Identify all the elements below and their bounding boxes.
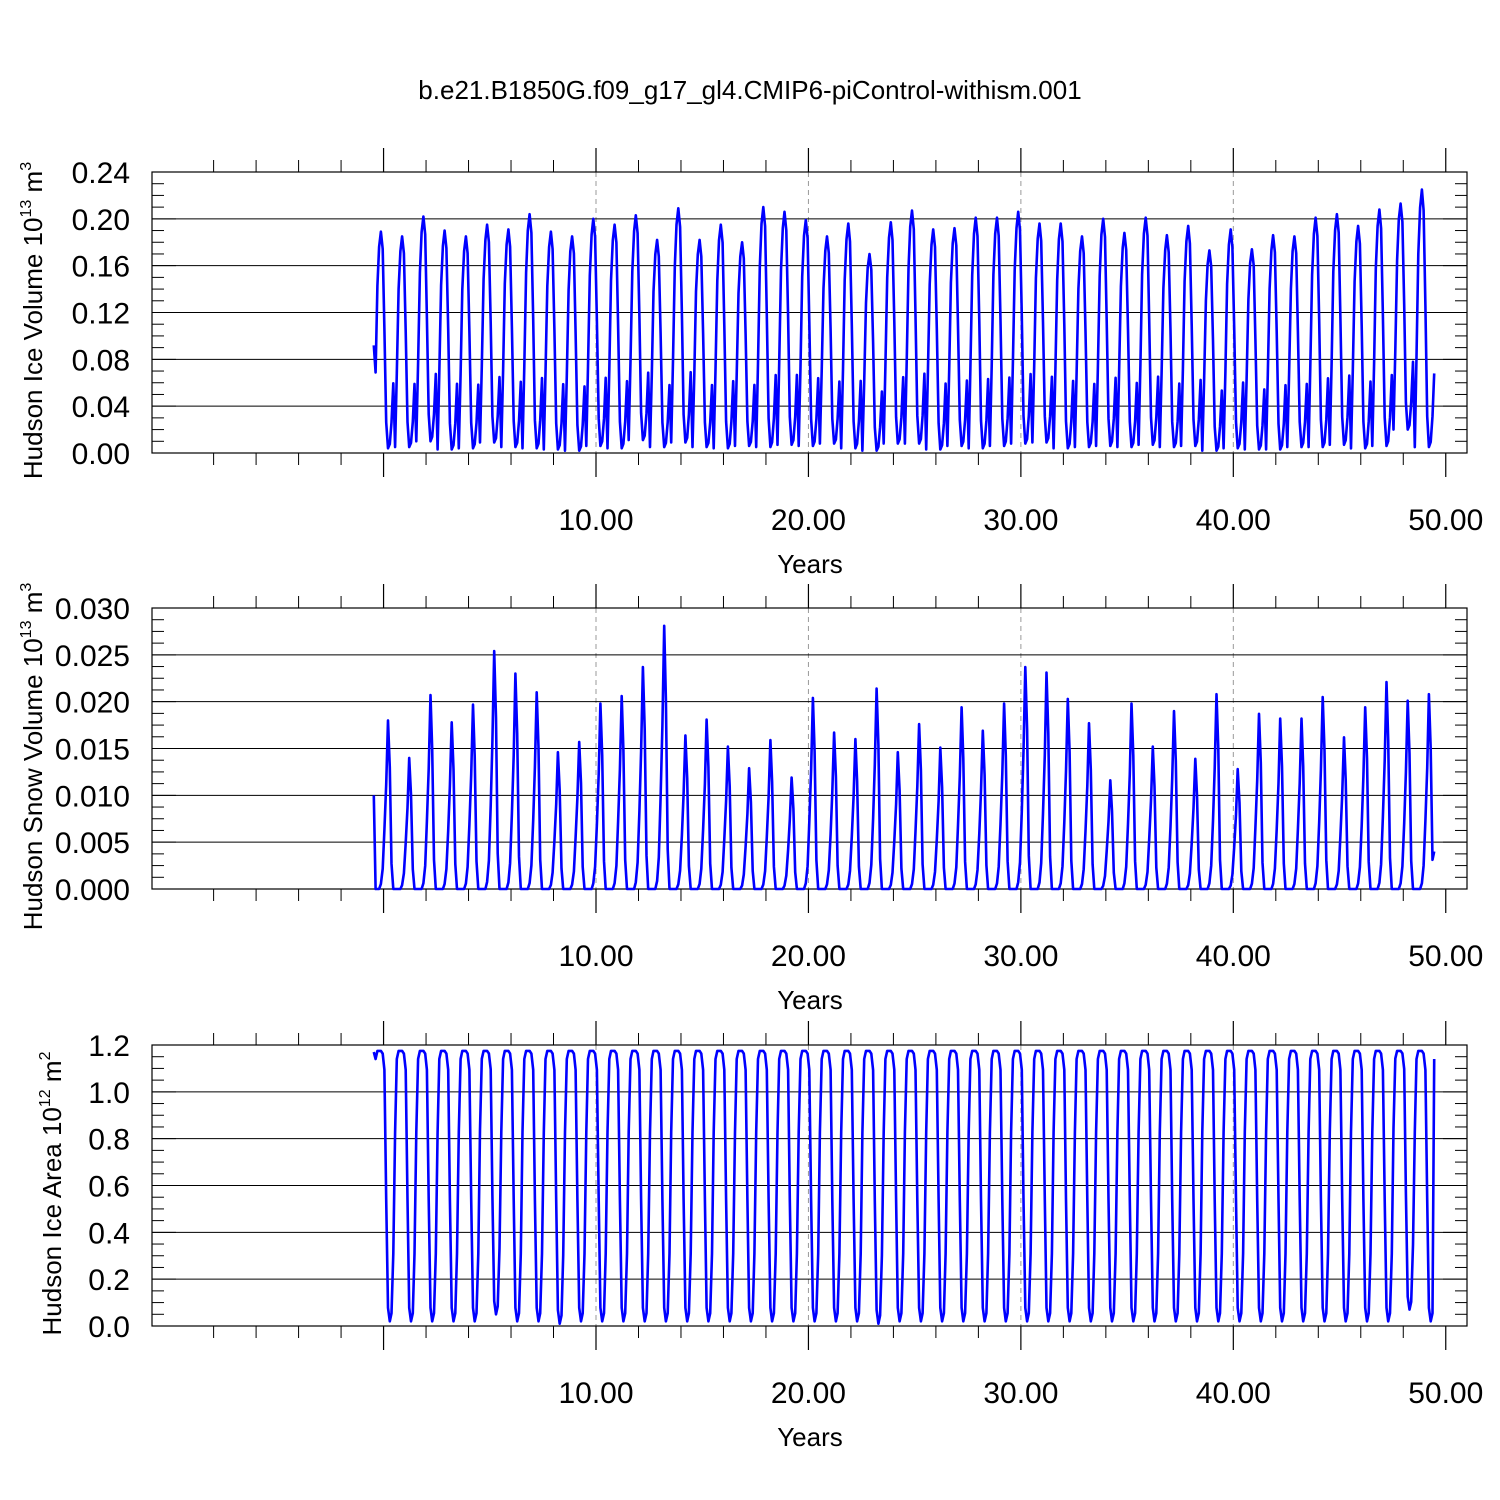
x-tick-label: 50.00 xyxy=(1408,1377,1483,1410)
x-tick-label: 10.00 xyxy=(558,940,633,973)
panel-ice-area: 0.0 0.2 0.4 0.6 0.8 1.0 1.2 10.00 20.00 30.00 40.0… xyxy=(37,1021,1483,1452)
y-axis-label-exponent: 13 xyxy=(18,620,35,638)
x-tick-label: 50.00 xyxy=(1408,940,1483,973)
y-axis-label-main: Hudson Snow Volume 10 xyxy=(18,638,48,930)
x-tick-label: 40.00 xyxy=(1196,504,1271,537)
series-line xyxy=(372,624,1436,891)
y-axis-label-exponent: 12 xyxy=(37,1089,54,1107)
y-tick-label: 0.8 xyxy=(88,1124,130,1157)
y-tick-label: 0.16 xyxy=(72,251,130,284)
y-axis-label-exponent: 13 xyxy=(18,200,35,218)
y-tick-label: 0.010 xyxy=(55,780,130,813)
y-tick-label: 0.030 xyxy=(55,593,130,626)
x-tick-label: 20.00 xyxy=(771,504,846,537)
series-line xyxy=(372,1049,1436,1325)
y-axis-label: Hudson Ice Area 1012 m2 xyxy=(37,1051,67,1335)
y-tick-label: 0.24 xyxy=(72,157,130,190)
x-tick-label: 10.00 xyxy=(558,504,633,537)
y-tick-label: 0.005 xyxy=(55,827,130,860)
y-axis-label-unit-exponent: 3 xyxy=(18,583,35,592)
y-tick-label: 0.020 xyxy=(55,687,130,720)
y-tick-label: 1.0 xyxy=(88,1077,130,1110)
y-tick-label: 0.015 xyxy=(55,734,130,767)
y-axis-label-unit-exponent: 3 xyxy=(18,162,35,171)
x-tick-label: 10.00 xyxy=(558,1377,633,1410)
y-axis-label-unit-exponent: 2 xyxy=(37,1051,54,1060)
x-tick-label: 30.00 xyxy=(983,504,1058,537)
x-tick-label: 30.00 xyxy=(983,1377,1058,1410)
y-tick-label: 0.2 xyxy=(88,1264,130,1297)
y-tick-label: 0.20 xyxy=(72,204,130,237)
panel-snow-volume: 0.000 0.005 0.010 0.015 0.020 0.025 0.030 10.00… xyxy=(18,583,1483,1015)
x-tick-label: 20.00 xyxy=(771,940,846,973)
y-axis-label-main: Hudson Ice Area 10 xyxy=(37,1107,67,1335)
y-tick-label: 0.12 xyxy=(72,298,130,331)
x-tick-label: 40.00 xyxy=(1196,940,1271,973)
y-axis-label-unit: m xyxy=(18,592,48,621)
y-axis-label-main: Hudson Ice Volume 10 xyxy=(18,217,48,479)
x-axis-label: Years xyxy=(777,549,843,579)
x-axis-label: Years xyxy=(777,985,843,1015)
x-tick-label: 50.00 xyxy=(1408,504,1483,537)
y-axis-label-unit: m xyxy=(37,1060,67,1089)
figure-title: b.e21.B1850G.f09_g17_gl4.CMIP6-piControl… xyxy=(418,75,1081,105)
x-tick-label: 20.00 xyxy=(771,1377,846,1410)
series-line xyxy=(372,188,1436,452)
y-tick-label: 0.0 xyxy=(88,1311,130,1344)
y-axis-label: Hudson Ice Volume 1013 m3 xyxy=(18,162,48,479)
y-tick-label: 0.4 xyxy=(88,1217,130,1250)
y-tick-label: 0.000 xyxy=(55,874,130,907)
y-tick-label: 0.00 xyxy=(72,438,130,471)
x-tick-label: 40.00 xyxy=(1196,1377,1271,1410)
y-tick-label: 0.08 xyxy=(72,344,130,377)
y-tick-label: 1.2 xyxy=(88,1030,130,1063)
y-tick-label: 0.6 xyxy=(88,1171,130,1204)
y-axis-label: Hudson Snow Volume 1013 m3 xyxy=(18,583,48,931)
y-tick-label: 0.04 xyxy=(72,391,130,424)
y-tick-label: 0.025 xyxy=(55,640,130,673)
panel-ice-volume: 0.00 0.04 0.08 0.12 0.16 0.20 0.24 10.00 20.00 30… xyxy=(18,148,1483,579)
x-axis-label: Years xyxy=(777,1422,843,1452)
x-tick-label: 30.00 xyxy=(983,940,1058,973)
y-axis-label-unit: m xyxy=(18,171,48,200)
